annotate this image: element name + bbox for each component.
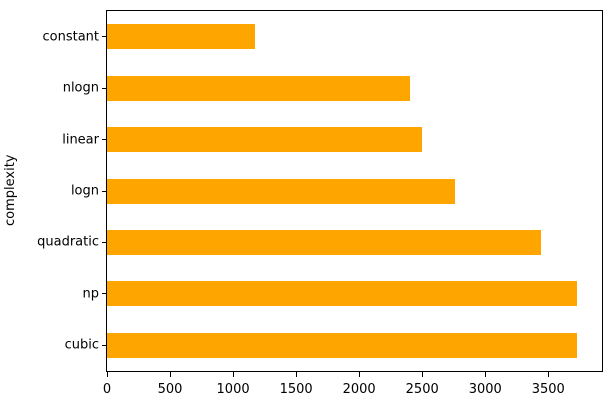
y-tick-mark-cubic [102,344,106,346]
y-tick-mark-np [102,293,106,295]
y-axis-label: complexity [3,154,18,226]
y-tick-label-cubic: cubic [64,337,99,353]
bar-cubic [107,332,578,358]
y-tick-mark-nlogn [102,87,106,89]
plot-area [102,10,603,377]
x-tick-label-0: 0 [102,382,112,397]
bar-constant [107,24,256,50]
x-tick-mark-2000 [358,372,360,377]
x-tick-label-3000: 3000 [468,382,502,397]
x-tick-label-2500: 2500 [405,382,439,397]
y-tick-label-linear: linear [62,132,99,148]
y-tick-mark-linear [102,139,106,141]
x-tick-mark-3000 [484,372,486,377]
x-tick-mark-2500 [421,372,423,377]
y-tick-label-nlogn: nlogn [62,80,99,96]
bar-nlogn [107,75,410,101]
y-tick-label-constant: constant [42,29,99,45]
x-tick-label-1500: 1500 [279,382,313,397]
bar-logn [107,178,455,204]
y-tick-mark-logn [102,190,106,192]
x-tick-mark-0 [106,372,108,377]
y-tick-label-np: np [82,286,100,302]
x-tick-mark-1500 [295,372,297,377]
bar-np [107,281,578,307]
y-tick-mark-constant [102,36,106,38]
y-tick-label-quadratic: quadratic [37,234,99,250]
x-tick-mark-1000 [232,372,234,377]
y-tick-label-logn: logn [70,183,99,199]
x-tick-label-3500: 3500 [531,382,565,397]
x-tick-label-2000: 2000 [342,382,376,397]
x-tick-mark-3500 [547,372,549,377]
x-tick-label-1000: 1000 [216,382,250,397]
y-tick-mark-quadratic [102,241,106,243]
x-tick-mark-500 [169,372,171,377]
x-tick-label-500: 500 [157,382,183,397]
bar-quadratic [107,229,541,255]
bar-linear [107,127,423,153]
